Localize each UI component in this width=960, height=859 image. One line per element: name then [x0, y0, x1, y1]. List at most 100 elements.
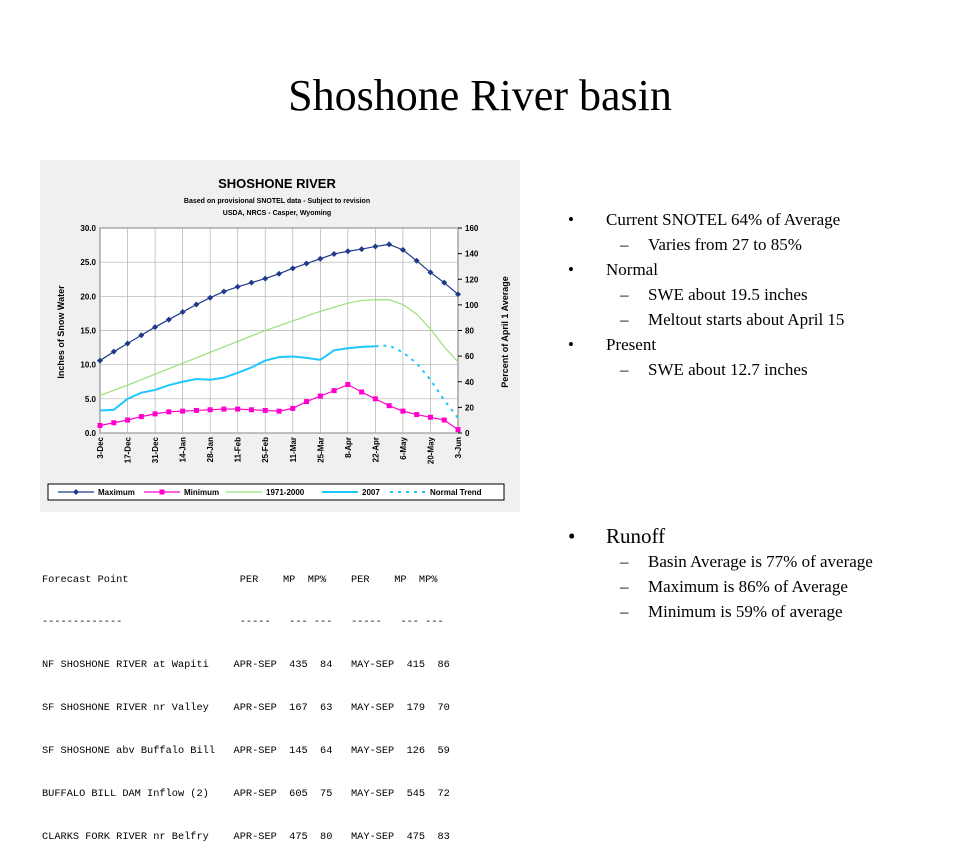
data-point-minimum: [97, 422, 103, 428]
x-tick-label: 28-Jan: [206, 437, 215, 462]
data-point-maximum: [358, 246, 365, 253]
data-point-minimum: [441, 417, 447, 423]
data-point-maximum: [262, 275, 269, 282]
chart-subtitle: Based on provisional SNOTEL data - Subje…: [184, 198, 370, 205]
data-point-maximum: [220, 288, 227, 295]
forecast-row: CLARKS FORK RIVER nr Belfry APR-SEP 475 …: [42, 830, 450, 843]
legend-box: [47, 483, 505, 501]
data-point-maximum: [248, 279, 255, 286]
data-point-minimum: [386, 403, 392, 409]
data-point-maximum: [138, 332, 145, 339]
x-tick-label: 11-Feb: [234, 437, 243, 462]
data-point-minimum: [304, 399, 310, 405]
y-tick-label: 25.0: [80, 258, 96, 267]
series-line-1971-2000: [99, 299, 459, 396]
y2-tick-label: 60: [465, 352, 474, 361]
data-point-minimum: [235, 406, 241, 412]
x-tick-label: 25-Feb: [261, 437, 270, 463]
legend-label: 1971-2000: [266, 488, 305, 497]
forecast-header: Forecast Point PER MP MP% PER MP MP%: [42, 573, 438, 586]
data-point-minimum: [152, 411, 158, 417]
x-tick-label: 22-Apr: [371, 437, 380, 462]
runoff-maximum: Maximum is 86% of Average: [566, 577, 916, 596]
x-tick-label: 8-Apr: [344, 437, 353, 458]
chart-subtitle-2: USDA, NRCS - Casper, Wyoming: [223, 210, 331, 217]
data-point-minimum: [400, 408, 406, 414]
data-point-maximum: [124, 340, 131, 347]
y-tick-label: 5.0: [85, 395, 97, 404]
y2-tick-label: 40: [465, 378, 474, 387]
summary-bullets: Current SNOTEL 64% of Average Varies fro…: [566, 210, 916, 379]
data-point-minimum: [125, 417, 131, 423]
forecast-row: NF SHOSHONE RIVER at Wapiti APR-SEP 435 …: [42, 659, 450, 672]
data-point-minimum: [111, 420, 117, 426]
forecast-table: Forecast Point PER MP MP% PER MP MP% ---…: [42, 544, 450, 859]
data-point-maximum: [97, 357, 103, 364]
data-point-maximum: [303, 260, 310, 267]
bullet-swe-present: SWE about 12.7 inches: [566, 360, 916, 379]
forecast-row: BUFFALO BILL DAM Inflow (2) APR-SEP 605 …: [42, 788, 450, 801]
forecast-row: SF SHOSHONE abv Buffalo Bill APR-SEP 145…: [42, 745, 450, 758]
y-tick-label: 30.0: [80, 224, 96, 233]
x-tick-label: 17-Dec: [124, 436, 133, 463]
data-point-minimum: [372, 396, 378, 402]
bullet-meltout: Meltout starts about April 15: [566, 310, 916, 329]
runoff-minimum: Minimum is 59% of average: [566, 602, 916, 621]
data-point-minimum: [207, 407, 213, 413]
y2-axis-label: Percent of April 1 Average: [500, 276, 510, 388]
bullet-swe-normal: SWE about 19.5 inches: [566, 285, 916, 304]
data-point-maximum: [193, 301, 200, 308]
runoff-heading: Runoff: [566, 524, 916, 548]
data-point-minimum: [262, 407, 268, 413]
data-point-minimum: [290, 405, 296, 411]
chart-title: SHOSHONE RIVER: [218, 176, 336, 191]
data-point-maximum: [165, 316, 172, 323]
y-tick-label: 0.0: [85, 429, 97, 438]
legend-label: Normal Trend: [430, 488, 482, 497]
data-point-maximum: [386, 241, 393, 248]
data-point-minimum: [359, 389, 365, 395]
forecast-divider: ------------- ----- --- --- ----- --- --…: [42, 616, 444, 629]
data-point-minimum: [427, 414, 433, 420]
x-tick-label: 31-Dec: [151, 436, 160, 463]
data-point-minimum: [138, 414, 144, 420]
data-point-maximum: [427, 269, 434, 276]
data-point-maximum: [276, 270, 282, 277]
y-axis-label: Inches of Snow Water: [56, 285, 66, 379]
data-point-maximum: [372, 243, 379, 250]
y2-tick-label: 140: [465, 250, 479, 259]
y2-tick-label: 0: [465, 429, 470, 438]
x-tick-label: 3-Dec: [96, 436, 105, 458]
data-point-minimum: [317, 393, 323, 399]
data-point-maximum: [331, 250, 338, 257]
x-tick-label: 25-Mar: [316, 437, 325, 463]
slide-title: Shoshone River basin: [288, 71, 672, 120]
x-tick-label: 6-May: [399, 436, 408, 459]
legend-label: 2007: [362, 488, 380, 497]
runoff-basin-average: Basin Average is 77% of average: [566, 552, 916, 571]
y-tick-label: 15.0: [80, 327, 96, 336]
y2-tick-label: 160: [465, 224, 479, 233]
data-point-maximum: [455, 291, 461, 298]
data-point-minimum: [166, 409, 172, 415]
x-tick-label: 20-May: [426, 436, 435, 464]
data-point-maximum: [441, 279, 448, 286]
data-point-minimum: [221, 406, 227, 412]
runoff-bullets: Runoff Basin Average is 77% of average M…: [566, 524, 916, 621]
data-point-minimum: [180, 408, 186, 414]
data-point-maximum: [234, 283, 241, 290]
data-point-maximum: [179, 309, 186, 316]
legend-marker: [159, 489, 165, 495]
data-point-maximum: [399, 246, 406, 253]
legend-label: Minimum: [184, 488, 219, 497]
snow-water-chart: SHOSHONE RIVER Based on provisional SNOT…: [40, 160, 520, 512]
chart-svg: SHOSHONE RIVER Based on provisional SNOT…: [47, 176, 510, 501]
legend-label: Maximum: [98, 488, 135, 497]
data-point-maximum: [344, 248, 351, 255]
data-point-maximum: [413, 257, 420, 264]
y-tick-label: 20.0: [80, 292, 96, 301]
y2-tick-label: 20: [465, 403, 474, 412]
data-point-minimum: [414, 412, 420, 418]
data-point-minimum: [193, 407, 199, 413]
legend-marker: [73, 489, 79, 495]
